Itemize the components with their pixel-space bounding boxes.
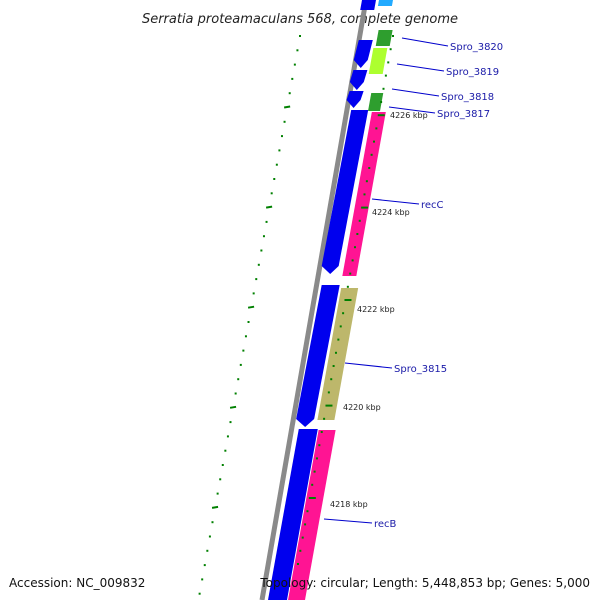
cds-forward bbox=[360, 0, 376, 10]
gene-label: Spro_3818 bbox=[441, 92, 494, 103]
forward-strand-track bbox=[268, 0, 376, 600]
outer-major-tick bbox=[211, 505, 219, 509]
gene-label: Spro_3819 bbox=[446, 67, 499, 78]
gene-label-leader bbox=[401, 37, 449, 47]
outer-major-tick bbox=[283, 105, 291, 109]
kbp-label: 4222 kbp bbox=[357, 305, 395, 314]
outer-scale-ticks bbox=[198, 35, 301, 595]
kbp-label: 4226 kbp bbox=[390, 111, 428, 120]
gene-label-leader bbox=[388, 106, 436, 114]
gene-label-leader bbox=[396, 63, 445, 72]
accession-text: Accession: NC_009832 bbox=[9, 576, 145, 590]
kbp-label: 4224 kbp bbox=[372, 208, 410, 217]
cds-forward bbox=[268, 429, 318, 600]
gene-label: Spro_3815 bbox=[394, 364, 447, 375]
gene-label: Spro_3817 bbox=[437, 109, 490, 120]
kbp-labels: 4226 kbp 4224 kbp 4222 kbp 4220 kbp 4218 kbp bbox=[330, 111, 428, 509]
reverse-strand-track bbox=[288, 0, 393, 600]
gene-label-leader bbox=[371, 198, 420, 205]
cds-forward bbox=[321, 110, 369, 274]
cds-forward bbox=[346, 91, 364, 108]
gene-label-leader bbox=[344, 362, 393, 369]
topology-text: Topology: circular; Length: 5,448,853 bp… bbox=[259, 576, 590, 590]
map-title: Serratia proteamaculans 568, complete ge… bbox=[142, 12, 458, 27]
cds-forward bbox=[296, 285, 340, 427]
cds-reverse-lime bbox=[368, 48, 388, 74]
gene-label-leader bbox=[323, 518, 373, 524]
gene-label: Spro_3820 bbox=[450, 42, 503, 53]
cds-reverse-cyan bbox=[377, 0, 393, 6]
inner-scale-ticks bbox=[296, 35, 394, 565]
kbp-label: 4220 kbp bbox=[343, 403, 381, 412]
outer-major-tick bbox=[247, 305, 255, 309]
gene-labels: Spro_3820 Spro_3819 Spro_3818 Spro_3817 recC… bbox=[323, 37, 503, 530]
gene-label: recB bbox=[374, 519, 397, 530]
outer-major-tick bbox=[265, 205, 273, 209]
cds-reverse-pink bbox=[288, 430, 336, 600]
kbp-label: 4218 kbp bbox=[330, 500, 368, 509]
cds-reverse-khaki bbox=[317, 288, 359, 420]
cds-reverse-green bbox=[368, 93, 384, 111]
cds-reverse-green bbox=[375, 30, 393, 46]
cds-forward bbox=[353, 40, 373, 68]
outer-major-tick bbox=[229, 405, 237, 409]
gene-label-leader bbox=[391, 88, 440, 97]
cds-forward bbox=[349, 70, 368, 90]
gene-label: recC bbox=[421, 200, 444, 211]
